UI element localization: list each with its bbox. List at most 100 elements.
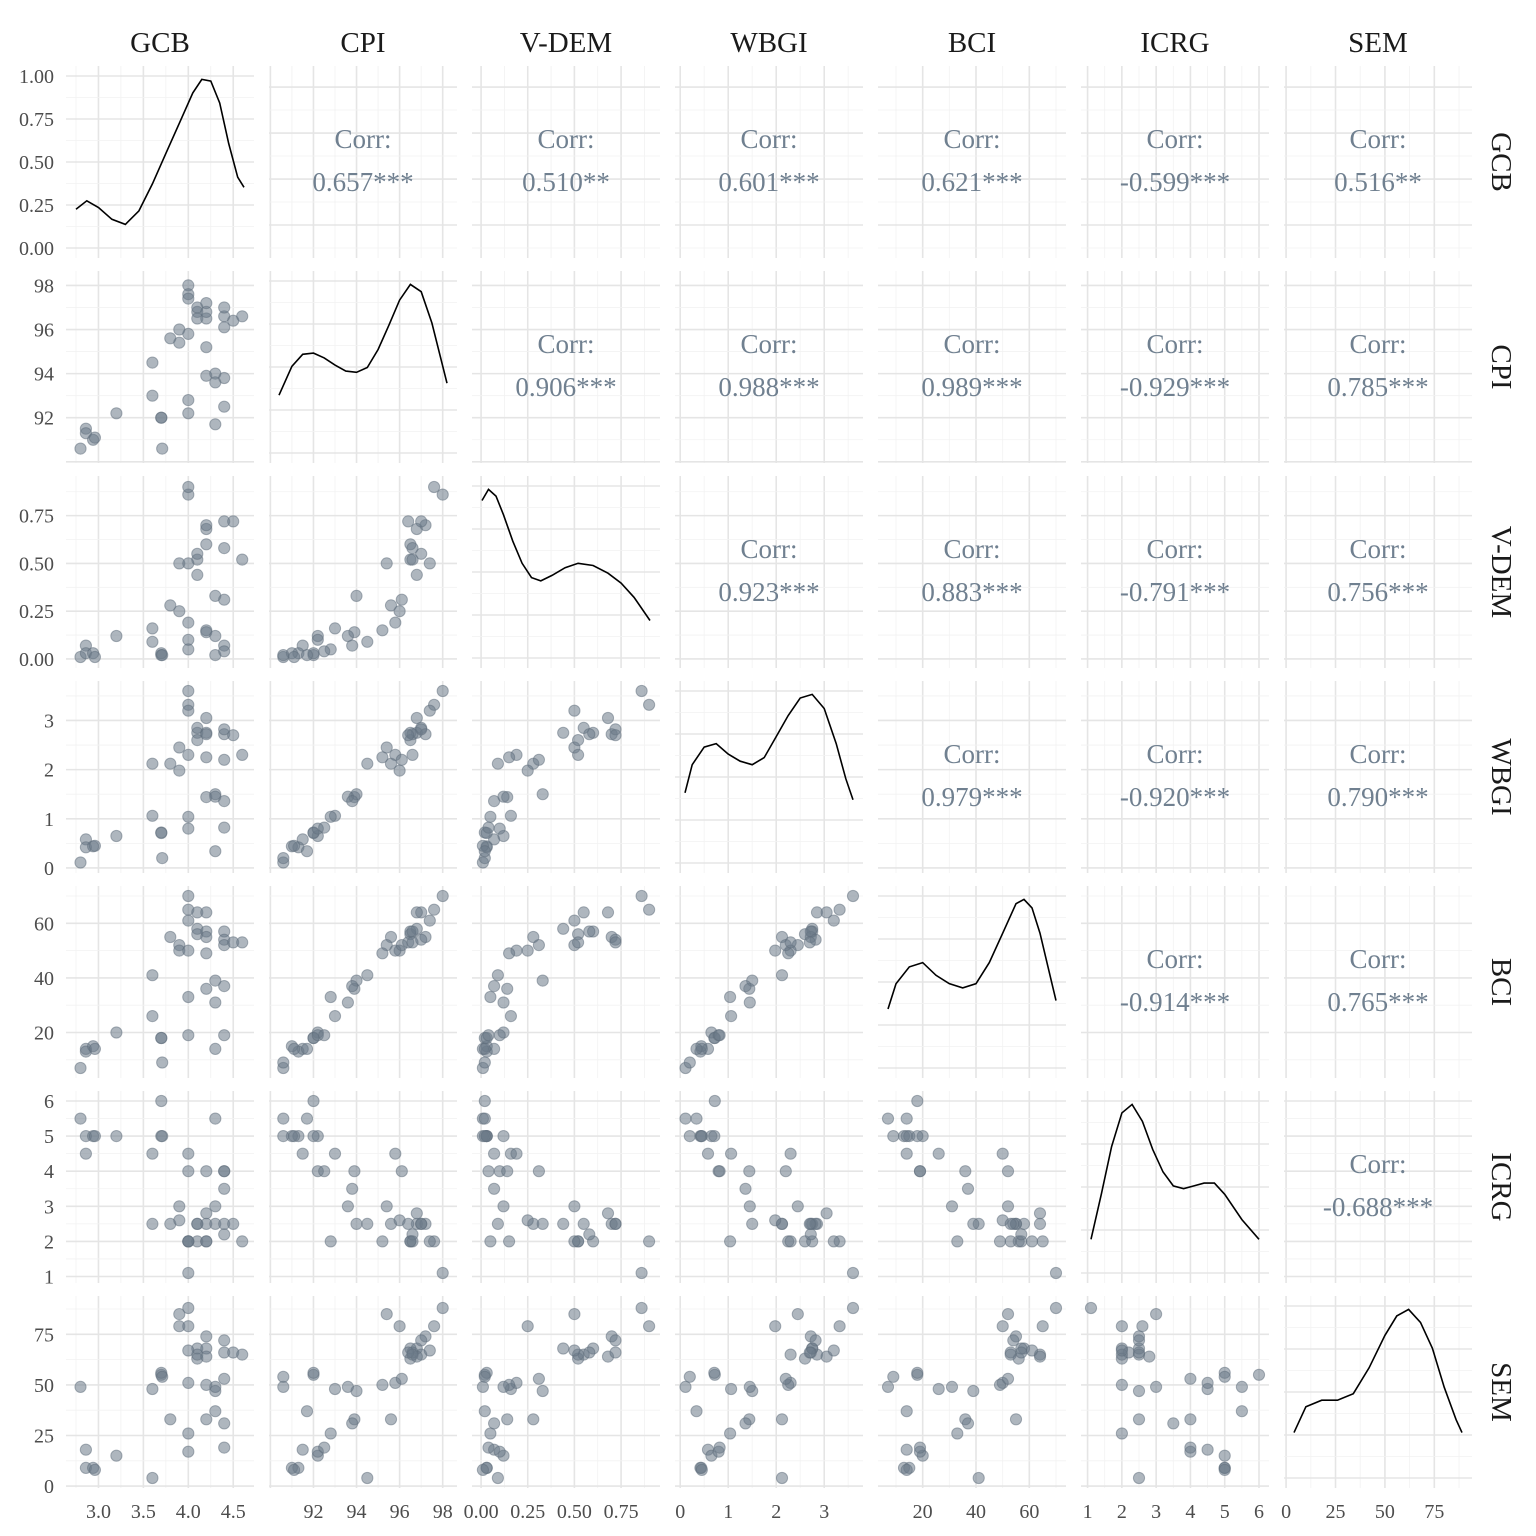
scatter-point [609,1217,622,1231]
scatter-point [521,1214,534,1227]
corr-label: Corr: [741,124,798,154]
corr-label: Corr: [1147,534,1204,564]
y-tick-label: 6 [44,1091,54,1113]
scatter-point [1001,1165,1015,1178]
scatter-point [389,616,402,629]
scatter-point [415,1334,428,1347]
corr-value: 0.657*** [312,167,413,197]
scatter-point [887,1370,900,1383]
y-tick-label: 0.25 [19,601,54,623]
scatter-point [911,1094,924,1108]
scatter-point [932,1382,945,1396]
x-tick-label: 3 [819,1501,829,1523]
scatter-point [79,1443,93,1456]
scatter-point [182,1301,195,1315]
scatter-point [277,1370,290,1383]
scatter-point [743,1165,756,1178]
x-tick-label: 20 [913,1501,933,1523]
scatter-point [484,990,497,1004]
scatter-point [503,751,516,764]
x-tick-label: 94 [347,1501,367,1523]
scatter-point [827,1344,840,1357]
corr-value: 0.906*** [515,372,616,402]
scatter-point [739,980,752,993]
scatter-point [1115,1378,1129,1392]
scatter-point [209,1380,222,1394]
scatter-point [635,1266,648,1280]
scatter-point [643,1320,656,1333]
scatter-point [200,711,213,725]
scatter-point [361,1217,374,1231]
y-tick-label: 0 [44,1476,54,1498]
scatter-point [996,1147,1009,1160]
scatter-point [74,856,87,869]
scatter-point [1009,1413,1023,1426]
scatter-point [393,764,406,777]
scatter-point [683,1370,696,1383]
scatter-point [376,1235,389,1248]
scatter-point [501,1165,514,1178]
scatter-point [488,980,501,993]
scatter-point [328,622,342,635]
scatter-point [679,1112,692,1125]
panel-CPI-GCB [66,271,254,463]
scatter-point [846,889,860,903]
scatter-point [146,1010,159,1023]
scatter-point [784,1348,797,1361]
scatter-point [218,645,231,658]
x-tick-label: 6 [1254,1501,1264,1523]
scatter-point [182,480,195,494]
scatter-point [88,1130,102,1143]
scatter-point [484,810,497,823]
scatter-point [88,839,102,852]
corr-value: 0.621*** [921,167,1022,197]
scatter-point [493,1029,506,1042]
scatter-point [200,751,213,764]
y-tick-label: 0.00 [19,649,54,671]
scatter-point [74,1380,87,1394]
scatter-point [1167,1417,1180,1430]
panel-BCI-GCB [66,886,254,1078]
scatter-point [536,1217,549,1231]
scatter-point [803,936,816,949]
scatter-point [88,1463,102,1477]
panel-WBGI-GCB [66,681,254,873]
scatter-point [227,729,240,742]
scatter-point [1036,1235,1049,1248]
y-tick-label: 0.50 [19,152,54,174]
scatter-point [218,1029,231,1042]
scatter-point [1184,1413,1197,1426]
corr-value: -0.599*** [1120,167,1230,197]
scatter-point [182,1320,195,1333]
scatter-point [900,1147,913,1160]
scatter-point [346,980,359,993]
y-tick-label: 96 [34,320,54,342]
scatter-point [110,1449,123,1462]
x-tick-label: 96 [390,1501,410,1523]
scatter-point [945,1380,959,1394]
column-strip-label: BCI [948,27,996,59]
scatter-point [846,1301,860,1315]
y-tick-label: 1 [44,1267,54,1289]
scatter-point [708,1130,721,1143]
scatter-point [146,757,159,770]
density-curve-WBGI [684,693,854,801]
scatter-point [218,593,231,606]
x-tick-label: 2 [771,1501,781,1523]
scatter-point [504,809,517,822]
y-tick-label: 50 [34,1375,54,1397]
scatter-point [488,1182,501,1195]
scatter-point [182,889,195,903]
scatter-point [423,704,436,717]
scatter-point [476,1380,489,1394]
scatter-point [739,1417,752,1430]
x-tick-label: 50 [1375,1501,1395,1523]
scatter-point [361,969,374,982]
scatter-point [227,515,240,528]
y-tick-label: 1.00 [19,66,54,88]
panel-WBGI-CPI [269,681,457,873]
scatter-point [209,629,222,643]
scatter-point [1132,1334,1146,1347]
scatter-point [881,1112,895,1125]
scatter-point [609,936,622,949]
